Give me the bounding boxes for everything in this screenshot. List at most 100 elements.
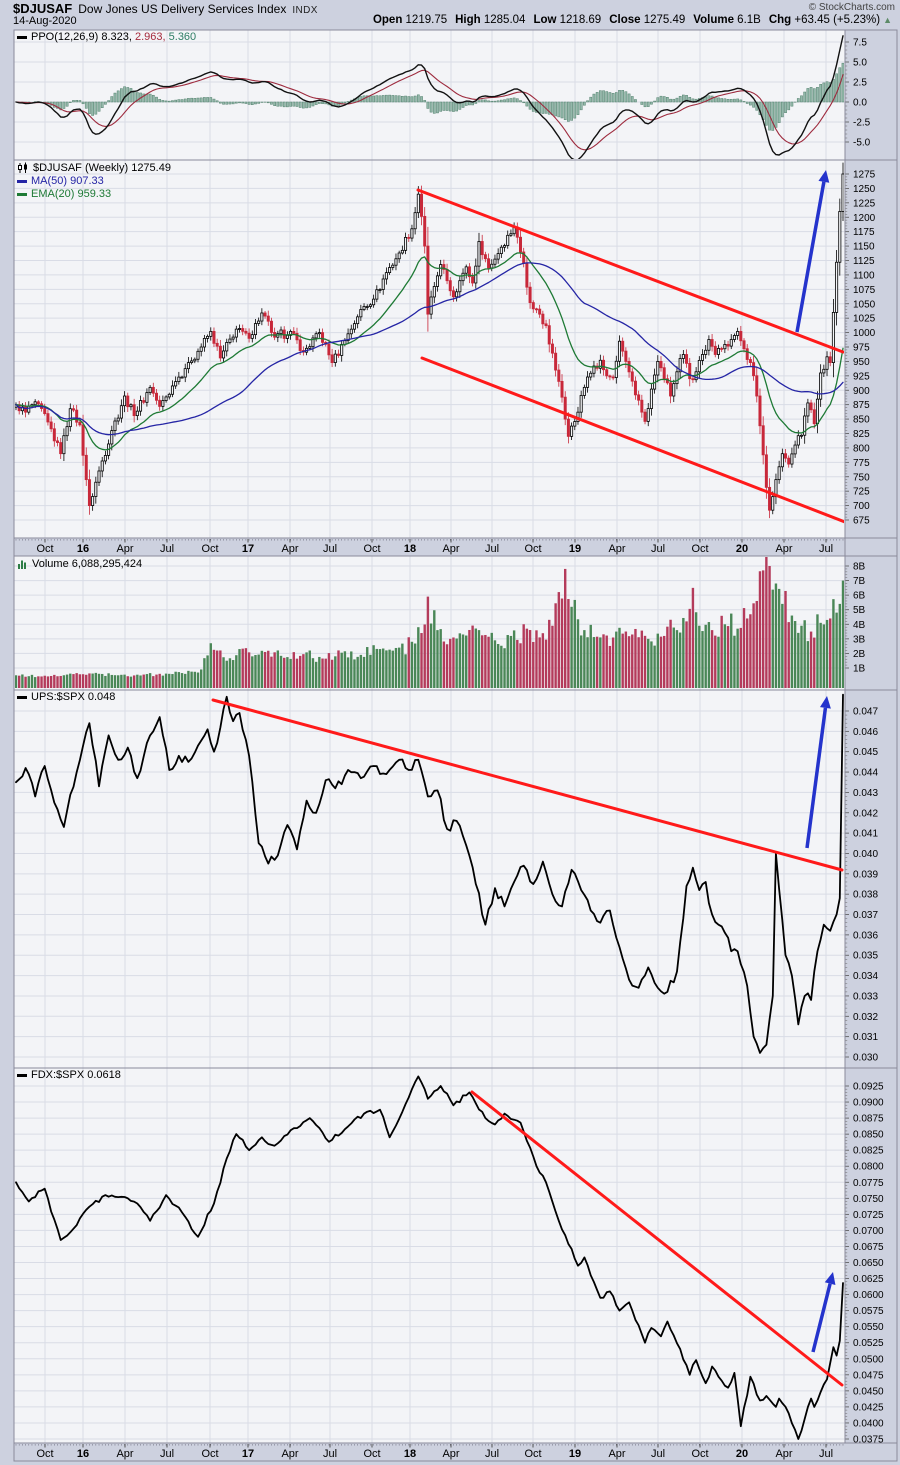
y-tick-label: 0.0650	[853, 1258, 884, 1269]
y-tick-label: 0.0675	[853, 1242, 884, 1253]
x-tick-label: Oct	[36, 1448, 53, 1460]
x-tick-label: 17	[242, 543, 254, 555]
y-tick-label: 0.033	[853, 991, 878, 1002]
x-tick-label: Oct	[524, 543, 541, 555]
y-tick-label: 0.036	[853, 930, 878, 941]
title-row: $DJUSAF Dow Jones US Delivery Services In…	[13, 0, 318, 18]
y-tick-label: 0.030	[853, 1053, 878, 1064]
y-tick-label: 1250	[853, 184, 876, 195]
y-tick-label: 0.0900	[853, 1098, 884, 1109]
x-tick-label: Oct	[691, 1448, 708, 1460]
grid-fdx	[14, 1068, 845, 1443]
y-tick-label: 0.0850	[853, 1130, 884, 1141]
grid-ups	[14, 690, 845, 1068]
y-tick-label: 0.044	[853, 768, 878, 779]
x-tick-label: 20	[736, 543, 748, 555]
grid-main	[14, 160, 845, 538]
volume-icon	[18, 560, 26, 569]
y-tick-label: 1075	[853, 285, 876, 296]
ups-line-swatch-icon	[17, 695, 27, 699]
ppo-legend: PPO(12,26,9) 8.323, 2.963, 5.360	[17, 31, 196, 44]
y-tick-label: 0.0525	[853, 1338, 884, 1349]
y-tick-label: 0.0725	[853, 1210, 884, 1221]
copyright: © StockCharts.com	[808, 2, 895, 13]
candlestick-series	[15, 162, 844, 524]
y-tick-label: 5.0	[853, 58, 867, 69]
y-tick-label: 0.0750	[853, 1194, 884, 1205]
y-tick-label: 0.0875	[853, 1114, 884, 1125]
x-tick-label: 16	[77, 1448, 89, 1460]
y-tick-label: 850	[853, 415, 870, 426]
ppo-line-swatch-icon	[17, 35, 27, 39]
x-tick-label: Apr	[116, 1448, 133, 1460]
y-tick-label: 900	[853, 386, 870, 397]
x-tick-label: Jul	[323, 543, 337, 555]
x-tick-label: Jul	[485, 1448, 499, 1460]
change-up-arrow-icon: ▲	[883, 15, 892, 25]
x-tick-label: Jul	[651, 543, 665, 555]
ema20-swatch-icon	[17, 192, 27, 196]
symbol: $DJUSAF	[13, 1, 73, 16]
y-tick-label: 0.0425	[853, 1402, 884, 1413]
fdx-line-swatch-icon	[17, 1073, 27, 1077]
x-tick-label: Oct	[524, 1448, 541, 1460]
y-tick-label: 7.5	[853, 38, 867, 49]
chart-date: 14-Aug-2020	[13, 15, 77, 27]
y-tick-label: 750	[853, 472, 870, 483]
y-tick-label: 0.045	[853, 747, 878, 758]
y-tick-label: 0.031	[853, 1032, 878, 1043]
x-tick-label: Apr	[775, 1448, 792, 1460]
y-tick-label: 0.035	[853, 951, 878, 962]
y-tick-label: 3B	[853, 634, 866, 645]
x-tick-label: Oct	[691, 543, 708, 555]
y-tick-label: 1125	[853, 256, 875, 267]
y-tick-label: 1225	[853, 198, 876, 209]
y-tick-label: 0.0575	[853, 1306, 884, 1317]
x-tick-label: Apr	[608, 1448, 625, 1460]
fdx-spx-legend: FDX:$SPX 0.0618	[17, 1069, 121, 1082]
volume-legend-label: Volume 6,088,295,424	[32, 558, 143, 570]
y-tick-label: 2B	[853, 649, 866, 660]
x-tick-label: Jul	[160, 543, 174, 555]
y-tick-label: 6B	[853, 591, 866, 602]
x-tick-label: 19	[569, 1448, 581, 1460]
y-tick-label: 1275	[853, 170, 876, 181]
x-tick-label: 17	[242, 1448, 254, 1460]
y-tick-label: 700	[853, 501, 870, 512]
exchange-label: INDX	[292, 5, 318, 16]
y-tick-label: 0.0825	[853, 1146, 884, 1157]
y-tick-label: 0.032	[853, 1012, 878, 1023]
y-tick-label: -2.5	[853, 118, 871, 129]
quote-chg: Chg +63.45 (+5.23%)	[768, 14, 881, 26]
y-tick-label: 0.0775	[853, 1178, 884, 1189]
ups-legend-label: UPS:$SPX 0.048	[31, 691, 116, 703]
blue-arrow	[811, 1283, 832, 1353]
x-tick-label: Apr	[116, 543, 133, 555]
ema20-legend: EMA(20) 959.33	[31, 188, 112, 200]
y-tick-label: 8B	[853, 562, 866, 573]
x-tick-label: Oct	[201, 1448, 218, 1460]
quote-open: Open 1219.75	[372, 14, 448, 26]
ups-spx-legend: UPS:$SPX 0.048	[17, 691, 115, 704]
y-tick-label: 0.040	[853, 849, 878, 860]
y-tick-label: 775	[853, 458, 870, 469]
x-tick-label: Oct	[36, 543, 53, 555]
y-tick-label: 1000	[853, 328, 876, 339]
x-tick-label: 18	[404, 1448, 416, 1460]
red-trendline	[420, 356, 844, 524]
red-trendline	[416, 188, 844, 354]
price-legend-title: $DJUSAF (Weekly) 1275.49	[33, 162, 171, 174]
x-tick-label: Jul	[160, 1448, 174, 1460]
y-tick-label: 0.0800	[853, 1162, 884, 1173]
x-tick-label: Jul	[651, 1448, 665, 1460]
y-tick-label: 1050	[853, 299, 876, 310]
price-legend: $DJUSAF (Weekly) 1275.49 MA(50) 907.33 E…	[17, 162, 171, 201]
x-tick-label: Oct	[201, 543, 218, 555]
y-tick-label: 4B	[853, 620, 866, 631]
volume-bars	[15, 557, 844, 688]
volume-legend: Volume 6,088,295,424	[17, 558, 142, 571]
x-tick-label: Oct	[363, 1448, 380, 1460]
x-tick-label: Apr	[281, 1448, 298, 1460]
